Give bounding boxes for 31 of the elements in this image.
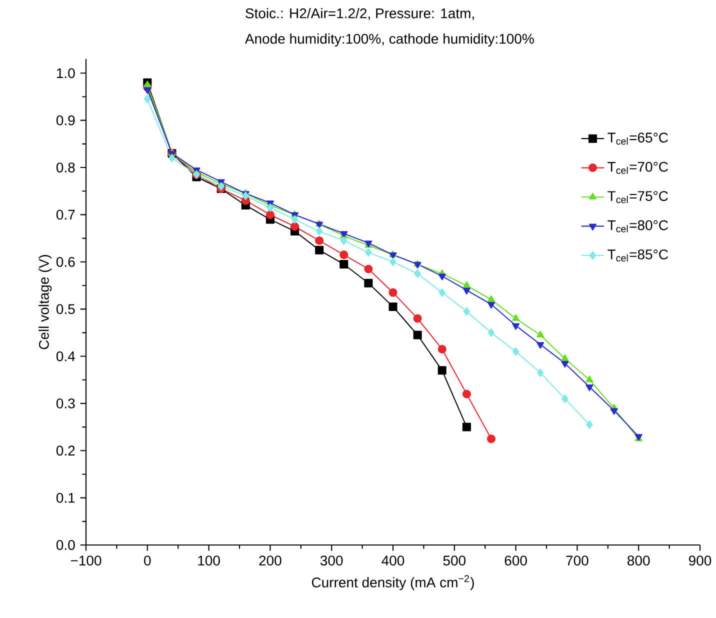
y-tick-label: 1.0	[56, 68, 75, 78]
x-tick-label: 800	[628, 556, 650, 566]
y-axis-title: Cell voltage (V)	[38, 255, 52, 350]
x-tick-label: 200	[259, 556, 282, 566]
chart-subtitle: Anode humidity:100%, cathode humidity:100%	[244, 33, 534, 47]
legend-label: T$_{cel}$=70°C	[608, 162, 668, 174]
y-tick-label: 0.6	[56, 256, 75, 267]
x-tick-label: 600	[504, 556, 527, 566]
y-tick-label: 0.5	[56, 304, 75, 314]
chart-title: Stoic.: H2/Air=1.2/2, Pressure: 1atm,	[246, 8, 474, 20]
y-tick-label: 0.4	[56, 351, 75, 362]
x-axis-title: Current density (mA cm$^{−2}$)	[312, 575, 474, 590]
x-tick-label: 300	[320, 556, 343, 566]
legend-label: T$_{cel}$=85°C	[608, 249, 668, 262]
y-tick-label: 0.1	[56, 492, 75, 503]
y-tick-label: 0.3	[56, 398, 75, 408]
x-tick-label: 0	[144, 556, 151, 566]
x-tick-label: −100	[70, 556, 102, 566]
y-tick-label: 0.9	[56, 115, 75, 126]
y-tick-label: 0.8	[56, 162, 75, 172]
x-tick-label: 700	[566, 556, 588, 566]
x-tick-label: 100	[198, 556, 220, 566]
x-tick-label: 900	[688, 556, 712, 566]
y-tick-label: 0.2	[56, 446, 75, 456]
x-tick-label: 500	[443, 556, 466, 566]
legend-label: T$_{cel}$=75°C	[608, 191, 668, 204]
legend-label: T$_{cel}$=65°C	[608, 132, 668, 145]
y-tick-label: 0.7	[56, 210, 75, 220]
x-tick-label: 400	[382, 556, 404, 566]
legend-label: T$_{cel}$=80°C	[608, 220, 668, 232]
y-tick-label: 0.0	[56, 540, 75, 550]
